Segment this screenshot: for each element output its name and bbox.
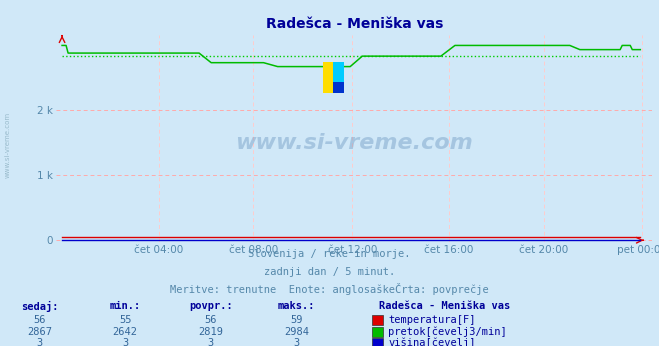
Bar — [333, 62, 344, 82]
Text: temperatura[F]: temperatura[F] — [388, 315, 476, 325]
Text: www.si-vreme.com: www.si-vreme.com — [235, 133, 473, 153]
Text: Meritve: trenutne  Enote: anglosaškeČrta: povprečje: Meritve: trenutne Enote: anglosaškeČrta:… — [170, 283, 489, 295]
Text: 2984: 2984 — [284, 327, 309, 337]
Text: min.:: min.: — [109, 301, 141, 311]
Text: 55: 55 — [119, 315, 131, 325]
Text: 3: 3 — [208, 338, 214, 346]
Bar — [333, 82, 344, 93]
Text: maks.:: maks.: — [278, 301, 315, 311]
Text: pretok[čevelj3/min]: pretok[čevelj3/min] — [388, 327, 507, 337]
Text: 2867: 2867 — [27, 327, 52, 337]
Text: Slovenija / reke in morje.: Slovenija / reke in morje. — [248, 249, 411, 259]
Text: Radešca - Meniška vas: Radešca - Meniška vas — [379, 301, 510, 311]
Text: višina[čevelj]: višina[čevelj] — [388, 337, 476, 346]
Text: 2819: 2819 — [198, 327, 223, 337]
Text: 3: 3 — [36, 338, 43, 346]
Text: 3: 3 — [293, 338, 300, 346]
Title: Radešca - Meniška vas: Radešca - Meniška vas — [266, 17, 443, 31]
Text: 3: 3 — [122, 338, 129, 346]
Text: 56: 56 — [205, 315, 217, 325]
Text: zadnji dan / 5 minut.: zadnji dan / 5 minut. — [264, 267, 395, 276]
Bar — [323, 62, 333, 93]
Text: www.si-vreme.com: www.si-vreme.com — [5, 112, 11, 179]
Text: 2642: 2642 — [113, 327, 138, 337]
Text: 59: 59 — [291, 315, 302, 325]
Text: 56: 56 — [34, 315, 45, 325]
Text: sedaj:: sedaj: — [21, 301, 58, 312]
Text: povpr.:: povpr.: — [189, 301, 233, 311]
